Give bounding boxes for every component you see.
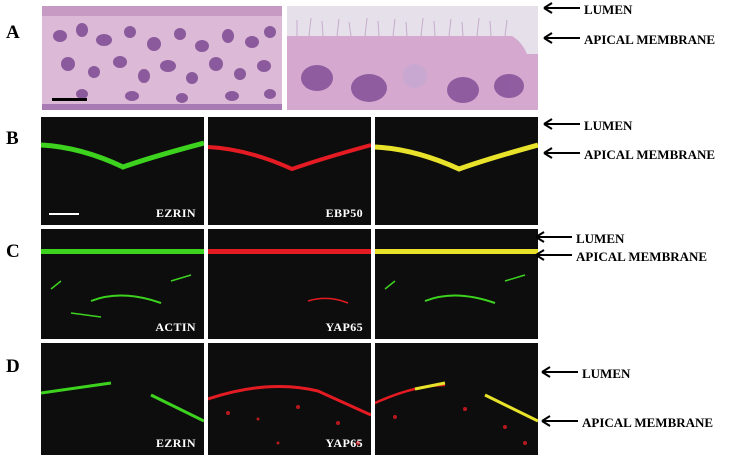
left-arrow-icon: [543, 118, 580, 130]
panel-c-merge: [375, 229, 538, 339]
row-letter-c: C: [6, 241, 20, 262]
label-lumen-b: LUMEN: [584, 118, 633, 133]
panel-label-ezrin: EZRIN: [155, 206, 196, 220]
he-tissue-image-high: [287, 6, 538, 110]
panel-d-merge: [375, 343, 538, 455]
fluorescence-image: [41, 140, 204, 215]
panel-label-yap65-d: YAP65: [325, 436, 363, 450]
left-arrow-icon: [543, 32, 580, 44]
left-arrow-icon: [543, 2, 580, 14]
fluorescence-image: [208, 385, 371, 445]
panel-c-yap65: YAP65: [208, 229, 371, 339]
fluorescence-image: [375, 249, 538, 304]
panel-b-ebp50: EBP50: [208, 117, 371, 225]
fluorescence-image: [208, 249, 371, 304]
left-arrow-icon: [541, 415, 578, 427]
panel-label-ebp50: EBP50: [325, 206, 363, 220]
label-apical-a: APICAL MEMBRANE: [584, 32, 716, 47]
label-apical-d: APICAL MEMBRANE: [582, 415, 714, 430]
left-arrow-icon: [541, 366, 578, 378]
panel-c-actin: ACTIN: [41, 229, 204, 339]
panel-d-ezrin: EZRIN: [41, 343, 204, 455]
fluorescence-image: [375, 381, 538, 445]
left-arrow-icon: [535, 249, 572, 261]
panel-label-actin: ACTIN: [155, 320, 196, 334]
panel-label-yap65: YAP65: [325, 320, 363, 334]
panel-label-ezrin-d: EZRIN: [155, 436, 196, 450]
panel-d-yap65: YAP65: [208, 343, 371, 455]
fluorescence-image: [375, 142, 538, 172]
label-lumen-d: LUMEN: [582, 366, 631, 381]
he-panel-high-mag: [287, 6, 538, 110]
row-letter-d: D: [6, 356, 20, 377]
row-letter-a: A: [6, 22, 20, 43]
panel-b-ezrin: EZRIN: [41, 117, 204, 225]
label-lumen-c: LUMEN: [576, 231, 625, 246]
panel-b-merge: [375, 117, 538, 225]
scale-bar: [49, 213, 79, 215]
scale-bar: [52, 98, 87, 101]
left-arrow-icon: [543, 147, 580, 159]
label-apical-b: APICAL MEMBRANE: [584, 147, 716, 162]
row-letter-b: B: [6, 128, 19, 149]
label-lumen-a: LUMEN: [584, 2, 633, 17]
fluorescence-image: [41, 249, 204, 318]
label-apical-c: APICAL MEMBRANE: [576, 249, 708, 264]
left-arrow-icon: [535, 231, 572, 243]
he-tissue-image: [42, 6, 282, 110]
he-panel-low-mag: [42, 6, 282, 110]
fluorescence-image: [208, 143, 371, 172]
fluorescence-image: [41, 381, 204, 423]
